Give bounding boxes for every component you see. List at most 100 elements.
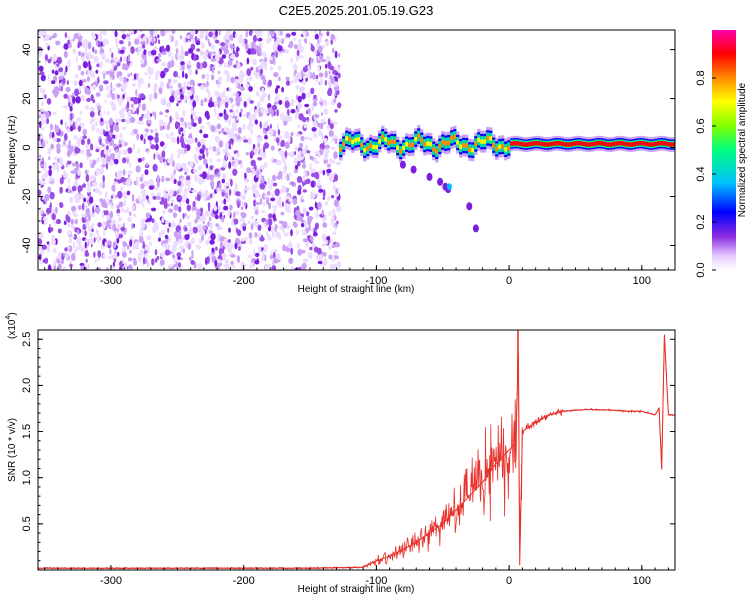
noise-blob	[333, 135, 338, 139]
noise-blob	[201, 74, 206, 79]
noise-blob	[126, 101, 130, 109]
y-tick-label: 20	[21, 92, 33, 104]
signal-core	[348, 137, 352, 142]
noise-blob	[251, 171, 257, 175]
noise-blob	[325, 63, 328, 69]
noise-blob	[220, 42, 226, 47]
noise-blob	[105, 204, 108, 209]
noise-blob	[172, 254, 176, 259]
noise-blob	[224, 96, 229, 104]
noise-blob	[213, 205, 218, 212]
noise-blob	[86, 156, 89, 160]
noise-blob	[164, 161, 167, 168]
noise-blob	[246, 68, 252, 77]
noise-blob	[240, 222, 243, 230]
noise-blob	[96, 128, 101, 133]
noise-blob	[169, 189, 174, 196]
noise-blob	[333, 151, 338, 160]
noise-blob	[86, 76, 91, 82]
noise-blob	[208, 64, 211, 71]
noise-blob	[167, 203, 171, 207]
spectrogram-frame	[37, 29, 676, 271]
noise-blob	[74, 218, 78, 225]
noise-blob	[51, 34, 55, 39]
signal-core	[372, 144, 376, 150]
noise-blob	[271, 193, 275, 198]
noise-blob	[146, 119, 152, 125]
noise-blob	[145, 162, 149, 167]
noise-blob	[160, 252, 165, 258]
noise-blob	[84, 144, 89, 149]
noise-blob	[120, 114, 125, 118]
noise-blob	[136, 121, 142, 125]
noise-blob	[142, 256, 146, 265]
noise-blob	[78, 79, 83, 87]
noise-blob	[335, 242, 340, 248]
noise-blob	[300, 264, 307, 270]
noise-blob	[38, 75, 41, 83]
noise-blob	[322, 99, 328, 105]
noise-blob	[318, 188, 324, 193]
noise-blob	[239, 112, 242, 118]
noise-blob	[100, 41, 103, 47]
noise-blob	[135, 176, 139, 185]
noise-blob	[254, 119, 258, 125]
noise-blob	[148, 185, 154, 190]
noise-blob	[125, 33, 131, 38]
noise-blob	[184, 73, 188, 79]
noise-blob	[98, 84, 104, 93]
noise-blob	[106, 110, 110, 116]
noise-blob	[196, 208, 201, 217]
noise-blob	[112, 261, 115, 268]
noise-blob	[154, 186, 159, 191]
noise-blob	[223, 205, 229, 211]
noise-blob	[247, 136, 253, 145]
noise-blob	[86, 97, 91, 102]
noise-blob	[59, 186, 63, 194]
noise-blob	[155, 143, 159, 151]
noise-blob	[151, 218, 155, 224]
noise-blob	[206, 229, 210, 235]
noise-blob	[216, 123, 222, 130]
noise-blob	[182, 213, 185, 220]
noise-blob	[80, 139, 85, 146]
noise-blob	[329, 65, 335, 71]
noise-blob	[103, 253, 106, 260]
signal-core	[396, 145, 400, 150]
noise-blob	[250, 215, 254, 220]
noise-blob	[261, 210, 265, 214]
noise-blob	[141, 197, 147, 202]
noise-blob	[61, 143, 65, 148]
noise-blob	[230, 264, 236, 269]
noise-blob	[248, 86, 253, 92]
noise-blob	[125, 178, 131, 187]
noise-blob	[158, 121, 162, 127]
noise-blob	[317, 64, 320, 73]
noise-blob	[331, 263, 335, 270]
noise-blob	[226, 242, 232, 250]
colorbar-gradient	[712, 30, 736, 270]
noise-blob	[177, 82, 182, 89]
noise-blob	[325, 200, 328, 206]
noise-blob	[184, 95, 187, 102]
noise-blob	[146, 180, 151, 188]
noise-blob	[83, 83, 86, 90]
noise-blob	[218, 130, 221, 135]
noise-blob	[268, 79, 272, 87]
noise-blob	[158, 237, 161, 242]
noise-blob	[184, 137, 187, 142]
noise-blob	[218, 140, 224, 148]
noise-blob	[303, 74, 309, 79]
noise-blob	[236, 229, 242, 237]
noise-blob	[76, 117, 82, 122]
noise-blob	[87, 207, 90, 216]
noise-blob	[83, 197, 87, 203]
noise-blob	[236, 255, 241, 264]
noise-blob	[205, 35, 208, 41]
noise-blob	[230, 143, 233, 150]
noise-blob	[55, 138, 61, 143]
noise-blob	[72, 96, 76, 104]
noise-blob	[54, 86, 59, 91]
noise-blob	[44, 94, 47, 99]
noise-blob	[310, 87, 315, 95]
